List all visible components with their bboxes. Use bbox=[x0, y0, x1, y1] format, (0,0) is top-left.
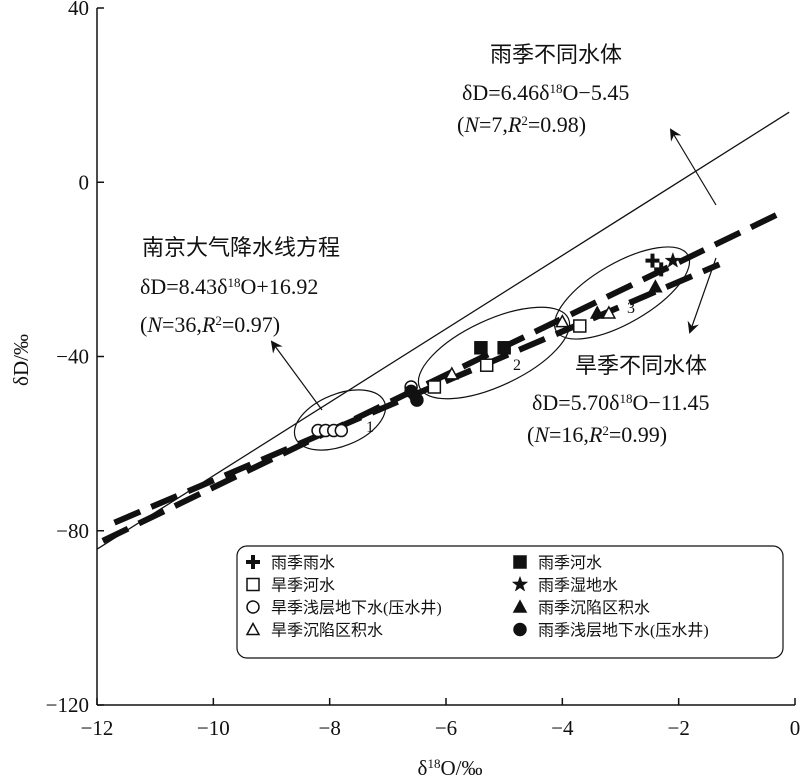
text-part: =0.98) bbox=[528, 112, 586, 137]
legend-label: 雨季湿地水 bbox=[538, 577, 618, 595]
marker-circle bbox=[410, 393, 424, 407]
text-part: =0.97) bbox=[222, 312, 280, 337]
marker-triangle bbox=[601, 305, 617, 319]
marker-plus bbox=[654, 262, 669, 277]
y-tick-label: −80 bbox=[56, 519, 89, 543]
marker-star bbox=[511, 575, 529, 592]
annotation: 南京大气降水线方程 bbox=[142, 235, 340, 260]
legend-label: 旱季沉陷区积水 bbox=[271, 622, 383, 640]
text-part: δD/‰ bbox=[9, 334, 33, 386]
text-part: ( bbox=[457, 112, 464, 137]
group-label: 2 bbox=[513, 357, 521, 374]
group-ellipse bbox=[417, 306, 571, 400]
superscript: 18 bbox=[620, 391, 633, 406]
arrow bbox=[270, 340, 323, 411]
annotation: 旱季不同水体 bbox=[575, 353, 707, 378]
text-part: 南京大气降水线方程 bbox=[142, 235, 340, 260]
marker-circle bbox=[513, 622, 527, 637]
marker-square bbox=[573, 319, 587, 333]
legend-label: 旱季浅层地下水(压水井) bbox=[271, 599, 442, 617]
superscript: 2 bbox=[215, 313, 222, 328]
marker-square bbox=[479, 358, 494, 372]
marker-triangle bbox=[589, 305, 605, 319]
legend-label: 雨季雨水 bbox=[271, 554, 335, 572]
marker-triangle bbox=[648, 279, 663, 293]
marker-triangle bbox=[512, 599, 528, 613]
superscript: 18 bbox=[228, 275, 241, 290]
italic-part: N bbox=[533, 422, 550, 447]
legend-box bbox=[236, 545, 784, 659]
italic-part: N bbox=[146, 312, 163, 337]
x-tick-label: 0 bbox=[790, 716, 800, 740]
marker-plus bbox=[246, 555, 260, 569]
x-tick-label: −6 bbox=[435, 716, 457, 740]
annotation: (N=7,R2=0.98) bbox=[457, 112, 586, 137]
text-part: 旱季不同水体 bbox=[575, 353, 707, 378]
marker-plus bbox=[645, 253, 660, 268]
marker-square bbox=[246, 577, 260, 592]
text-part: =7, bbox=[479, 112, 508, 137]
italic-part: R bbox=[507, 112, 522, 137]
x-tick-label: −10 bbox=[197, 716, 230, 740]
y-axis-label: δD/‰ bbox=[9, 334, 33, 386]
marker-circle bbox=[246, 600, 260, 614]
y-tick-label: 0 bbox=[79, 170, 90, 194]
text-part: δD=8.43δ bbox=[140, 274, 228, 299]
text-part: ( bbox=[140, 312, 147, 337]
arrow bbox=[669, 128, 717, 206]
x-tick-label: −2 bbox=[667, 716, 689, 740]
marker-triangle bbox=[444, 366, 460, 380]
annotation: δD=5.70δ18O−11.45 bbox=[532, 390, 710, 415]
text-part: O−11.45 bbox=[633, 390, 710, 415]
marker-square bbox=[497, 341, 511, 355]
group-label: 1 bbox=[366, 419, 374, 436]
annotation: δD=8.43δ18O+16.92 bbox=[140, 274, 318, 299]
text-part: O+16.92 bbox=[241, 274, 319, 299]
text-part: =16, bbox=[549, 422, 589, 447]
text-part: ( bbox=[527, 422, 534, 447]
text-part: O/‰ bbox=[440, 756, 482, 780]
text-part: =0.99) bbox=[609, 422, 667, 447]
y-tick-label: −120 bbox=[46, 693, 89, 717]
annotation: (N=36,R2=0.97) bbox=[140, 312, 280, 337]
y-tick-label: 40 bbox=[68, 0, 89, 20]
italic-part: R bbox=[201, 312, 216, 337]
italic-part: N bbox=[463, 112, 480, 137]
marker-square bbox=[513, 555, 527, 569]
y-tick-label: −40 bbox=[56, 345, 89, 369]
superscript: 18 bbox=[550, 81, 563, 96]
text-part: O−5.45 bbox=[563, 80, 630, 105]
annotation: δD=6.46δ18O−5.45 bbox=[462, 80, 629, 105]
annotation: 雨季不同水体 bbox=[490, 42, 622, 67]
x-tick-label: −8 bbox=[318, 716, 340, 740]
x-tick-label: −12 bbox=[81, 716, 114, 740]
text-part: δD=6.46δ bbox=[462, 80, 550, 105]
legend-label: 旱季河水 bbox=[271, 577, 335, 595]
meteoric-water-line bbox=[96, 111, 790, 550]
marker-triangle bbox=[245, 621, 261, 636]
group-ellipse bbox=[293, 389, 387, 451]
x-axis-label: δ18O/‰ bbox=[418, 756, 483, 781]
marker-star bbox=[664, 251, 682, 268]
legend-label: 雨季沉陷区积水 bbox=[538, 599, 650, 617]
superscript: 2 bbox=[521, 113, 528, 128]
text-part: 雨季不同水体 bbox=[490, 42, 622, 67]
text-part: δD=5.70δ bbox=[532, 390, 620, 415]
superscript: 2 bbox=[602, 423, 609, 438]
text-part: δ bbox=[418, 756, 428, 780]
marker-circle bbox=[334, 423, 349, 438]
marker-square bbox=[474, 341, 488, 355]
superscript: 18 bbox=[427, 756, 440, 771]
legend-label: 雨季河水 bbox=[538, 554, 602, 572]
italic-part: R bbox=[588, 422, 603, 447]
text-part: =36, bbox=[162, 312, 202, 337]
marker-square bbox=[427, 380, 442, 394]
x-tick-label: −4 bbox=[551, 716, 574, 740]
annotation: (N=16,R2=0.99) bbox=[527, 422, 667, 447]
marker-triangle bbox=[555, 314, 570, 328]
group-label: 3 bbox=[627, 300, 635, 317]
legend-label: 雨季浅层地下水(压水井) bbox=[538, 622, 709, 640]
